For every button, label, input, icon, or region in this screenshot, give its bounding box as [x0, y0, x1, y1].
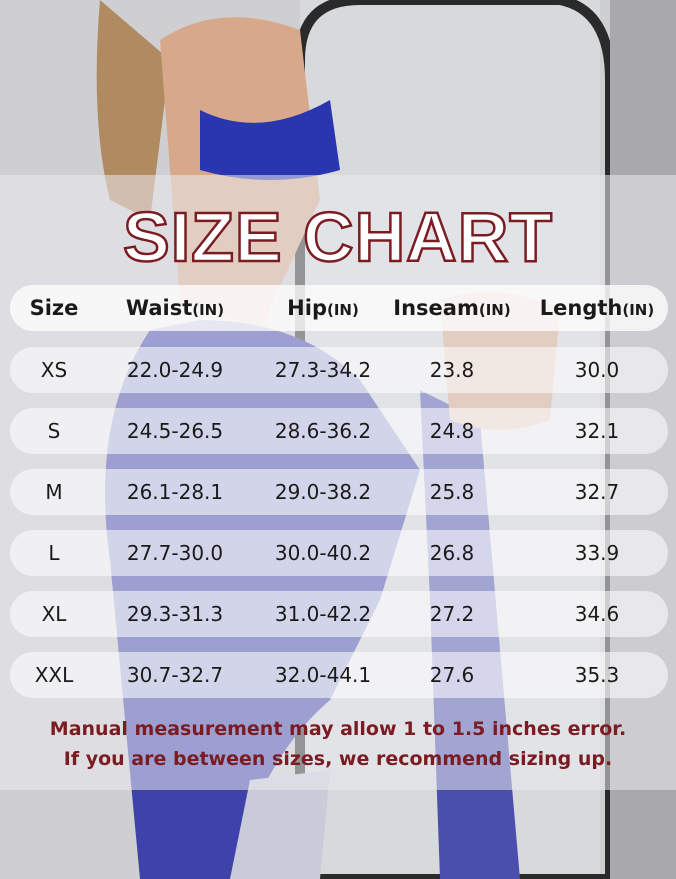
header-unit: (IN)	[622, 301, 655, 319]
cell-size: L	[48, 541, 60, 565]
header-label: Hip	[287, 296, 327, 320]
note-sizing-advice: If you are between sizes, we recommend s…	[63, 748, 613, 770]
header-label: Waist	[125, 296, 193, 320]
cell-hip: 30.0-40.2	[274, 541, 372, 565]
cell-size: S	[47, 419, 61, 443]
cell-waist: 27.7-30.0	[126, 541, 224, 565]
cell-waist: 22.0-24.9	[126, 358, 224, 382]
size-chart-title: SIZE CHART	[122, 197, 554, 278]
header-label: Size	[29, 296, 79, 320]
cell-length: 35.3	[574, 663, 620, 687]
header-size: Size	[30, 285, 79, 331]
cell-hip: 27.3-34.2	[274, 358, 372, 382]
table-row: XS 22.0-24.9 27.3-34.2 23.8 30.0	[10, 347, 668, 393]
table-row: XXL 30.7-32.7 32.0-44.1 27.6 35.3	[10, 652, 668, 698]
cell-inseam: 26.8	[429, 541, 475, 565]
cell-size: XL	[41, 602, 67, 626]
cell-inseam: 27.2	[429, 602, 475, 626]
cell-size: XXL	[34, 663, 74, 687]
header-length: Length(IN)	[540, 285, 654, 331]
cell-length: 34.6	[574, 602, 620, 626]
cell-inseam: 27.6	[429, 663, 475, 687]
header-waist: Waist(IN)	[126, 285, 224, 331]
cell-inseam: 25.8	[429, 480, 475, 504]
cell-size: M	[45, 480, 63, 504]
cell-waist: 29.3-31.3	[126, 602, 224, 626]
table-row: L 27.7-30.0 30.0-40.2 26.8 33.9	[10, 530, 668, 576]
cell-inseam: 24.8	[429, 419, 475, 443]
cell-hip: 31.0-42.2	[274, 602, 372, 626]
cell-length: 32.1	[574, 419, 620, 443]
header-unit: (IN)	[326, 301, 359, 319]
cell-length: 33.9	[574, 541, 620, 565]
cell-waist: 26.1-28.1	[126, 480, 224, 504]
cell-length: 30.0	[574, 358, 620, 382]
cell-size: XS	[40, 358, 68, 382]
cell-waist: 30.7-32.7	[126, 663, 224, 687]
cell-length: 32.7	[574, 480, 620, 504]
header-label: Length	[539, 296, 623, 320]
table-row: XL 29.3-31.3 31.0-42.2 27.2 34.6	[10, 591, 668, 637]
table-header: Size Waist(IN) Hip(IN) Inseam(IN) Length…	[10, 285, 668, 331]
table-row: S 24.5-26.5 28.6-36.2 24.8 32.1	[10, 408, 668, 454]
table-row: M 26.1-28.1 29.0-38.2 25.8 32.7	[10, 469, 668, 515]
cell-inseam: 23.8	[429, 358, 475, 382]
header-inseam: Inseam(IN)	[393, 285, 510, 331]
header-unit: (IN)	[478, 301, 511, 319]
cell-hip: 32.0-44.1	[274, 663, 372, 687]
cell-waist: 24.5-26.5	[126, 419, 224, 443]
cell-hip: 29.0-38.2	[274, 480, 372, 504]
header-hip: Hip(IN)	[287, 285, 359, 331]
header-unit: (IN)	[192, 301, 225, 319]
header-label: Inseam	[393, 296, 479, 320]
cell-hip: 28.6-36.2	[274, 419, 372, 443]
note-measurement-error: Manual measurement may allow 1 to 1.5 in…	[49, 718, 627, 740]
